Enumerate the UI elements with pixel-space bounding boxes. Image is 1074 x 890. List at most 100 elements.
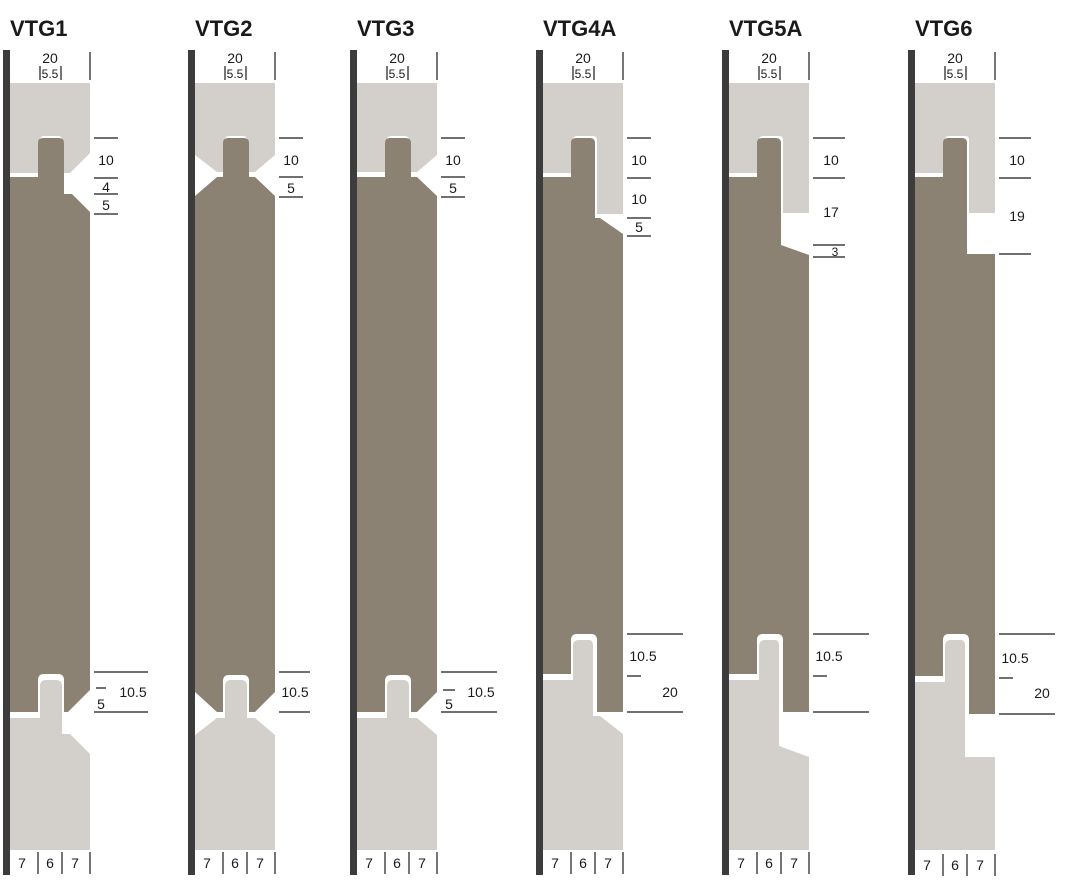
top-dimension-ticks — [39, 52, 91, 80]
board-body — [729, 138, 809, 712]
bottom-dimension-label: 7 — [737, 855, 745, 871]
wall-strip — [908, 50, 915, 875]
bottom-dimension-label: 6 — [393, 855, 401, 871]
dimension-label: 3 — [832, 245, 839, 259]
upper-neighbor-board — [915, 83, 995, 213]
profile-title: VTG3 — [357, 16, 414, 41]
dimension-label: 5 — [287, 180, 295, 196]
dimension-label: 10.5 — [815, 648, 842, 664]
dimension-label: 19 — [1009, 208, 1025, 224]
wall-strip — [536, 50, 543, 875]
bottom-dimension-label: 7 — [203, 855, 211, 871]
bottom-dimension-label: 6 — [579, 855, 587, 871]
upper-neighbor-board — [357, 83, 437, 172]
dimension-lines — [999, 137, 1055, 715]
board-body — [195, 138, 275, 712]
dimension-lines — [627, 137, 683, 713]
top-dimension-ticks — [758, 52, 810, 80]
bottom-dimension-ticks — [570, 852, 624, 874]
profile-title: VTG4A — [543, 16, 616, 41]
bottom-dimension-label: 6 — [231, 855, 239, 871]
dimension-label: 10 — [823, 152, 839, 168]
tongue-width-label: 5.5 — [227, 67, 244, 81]
bottom-dimension-label: 6 — [765, 855, 773, 871]
bottom-dimension-label: 7 — [18, 855, 26, 871]
dimension-label: 10 — [98, 152, 114, 168]
tongue-width-label: 5.5 — [575, 67, 592, 81]
upper-neighbor-board — [195, 83, 275, 172]
lower-neighbor-board — [10, 680, 90, 850]
bottom-dimension-ticks — [756, 852, 810, 874]
dimension-label: 5 — [102, 197, 110, 213]
lower-neighbor-board — [915, 640, 995, 850]
dimension-lines — [279, 137, 310, 713]
bottom-dimension-ticks — [37, 852, 91, 874]
upper-neighbor-board — [10, 83, 90, 173]
board-body — [10, 138, 90, 712]
top-width-label: 20 — [42, 50, 58, 66]
top-width-label: 20 — [761, 50, 777, 66]
lower-neighbor-board — [195, 680, 275, 850]
profile-vtg1: VTG1 20 5.5 10 4 5 5 10.5 7 6 7 — [3, 16, 148, 875]
dimension-label: 5 — [635, 219, 643, 235]
board-body — [543, 138, 623, 712]
bottom-dimension-label: 6 — [46, 855, 54, 871]
lower-neighbor-board — [729, 640, 809, 850]
wall-strip — [188, 50, 195, 875]
profile-vtg5a: VTG5A 20 5.5 10 17 3 10.5 7 6 7 — [722, 16, 869, 875]
dimension-label: 10.5 — [467, 684, 494, 700]
wall-strip — [3, 50, 10, 875]
profile-title: VTG5A — [729, 16, 802, 41]
bottom-dimension-ticks — [384, 852, 438, 874]
tongue-width-label: 5.5 — [42, 67, 59, 81]
dimension-lines — [94, 137, 148, 713]
dimension-label: 20 — [1034, 685, 1050, 701]
bottom-dimension-ticks — [942, 854, 996, 876]
profile-vtg3: VTG3 20 5.5 10 5 5 10.5 7 6 7 — [350, 16, 497, 875]
top-dimension-ticks — [224, 52, 276, 80]
bottom-dimension-label: 7 — [604, 855, 612, 871]
tongue-width-label: 5.5 — [761, 67, 778, 81]
dimension-label: 10.5 — [1001, 650, 1028, 666]
profile-vtg6: VTG6 20 5.5 10 19 10.5 20 7 6 7 — [908, 16, 1055, 876]
profile-title: VTG2 — [195, 16, 252, 41]
profile-vtg4a: VTG4A 20 5.5 10 10 5 10.5 20 7 6 7 — [536, 16, 683, 875]
tongue-width-label: 5.5 — [947, 67, 964, 81]
bottom-dimension-label: 7 — [551, 855, 559, 871]
dimension-label: 10 — [631, 191, 647, 207]
bottom-dimension-label: 7 — [256, 855, 264, 871]
dimension-label: 17 — [823, 204, 839, 220]
dimension-label: 4 — [102, 179, 110, 195]
upper-neighbor-board — [543, 83, 623, 214]
bottom-dimension-label: 7 — [365, 855, 373, 871]
top-width-label: 20 — [227, 50, 243, 66]
profile-title: VTG6 — [915, 16, 972, 41]
dimension-label: 10.5 — [281, 684, 308, 700]
board-body — [357, 138, 437, 712]
bottom-dimension-ticks — [222, 852, 276, 874]
lower-neighbor-board — [543, 640, 623, 850]
dimension-label: 10.5 — [119, 684, 146, 700]
dimension-label: 10.5 — [629, 648, 656, 664]
dimension-label: 10 — [1009, 152, 1025, 168]
profile-title: VTG1 — [10, 16, 67, 41]
wall-strip — [350, 50, 357, 875]
top-width-label: 20 — [389, 50, 405, 66]
top-width-label: 20 — [947, 50, 963, 66]
dimension-label: 5 — [445, 696, 453, 712]
dimension-label: 5 — [97, 696, 105, 712]
dimension-label: 10 — [631, 152, 647, 168]
upper-neighbor-board — [729, 83, 809, 213]
bottom-dimension-label: 7 — [71, 855, 79, 871]
bottom-dimension-label: 7 — [790, 855, 798, 871]
lower-neighbor-board — [357, 680, 437, 850]
dimension-label: 5 — [449, 180, 457, 196]
board-body — [915, 138, 995, 714]
wall-strip — [722, 50, 729, 875]
tongue-width-label: 5.5 — [389, 67, 406, 81]
dimension-lines — [813, 137, 869, 713]
top-dimension-ticks — [944, 52, 996, 80]
top-width-label: 20 — [575, 50, 591, 66]
bottom-dimension-label: 7 — [976, 857, 984, 873]
